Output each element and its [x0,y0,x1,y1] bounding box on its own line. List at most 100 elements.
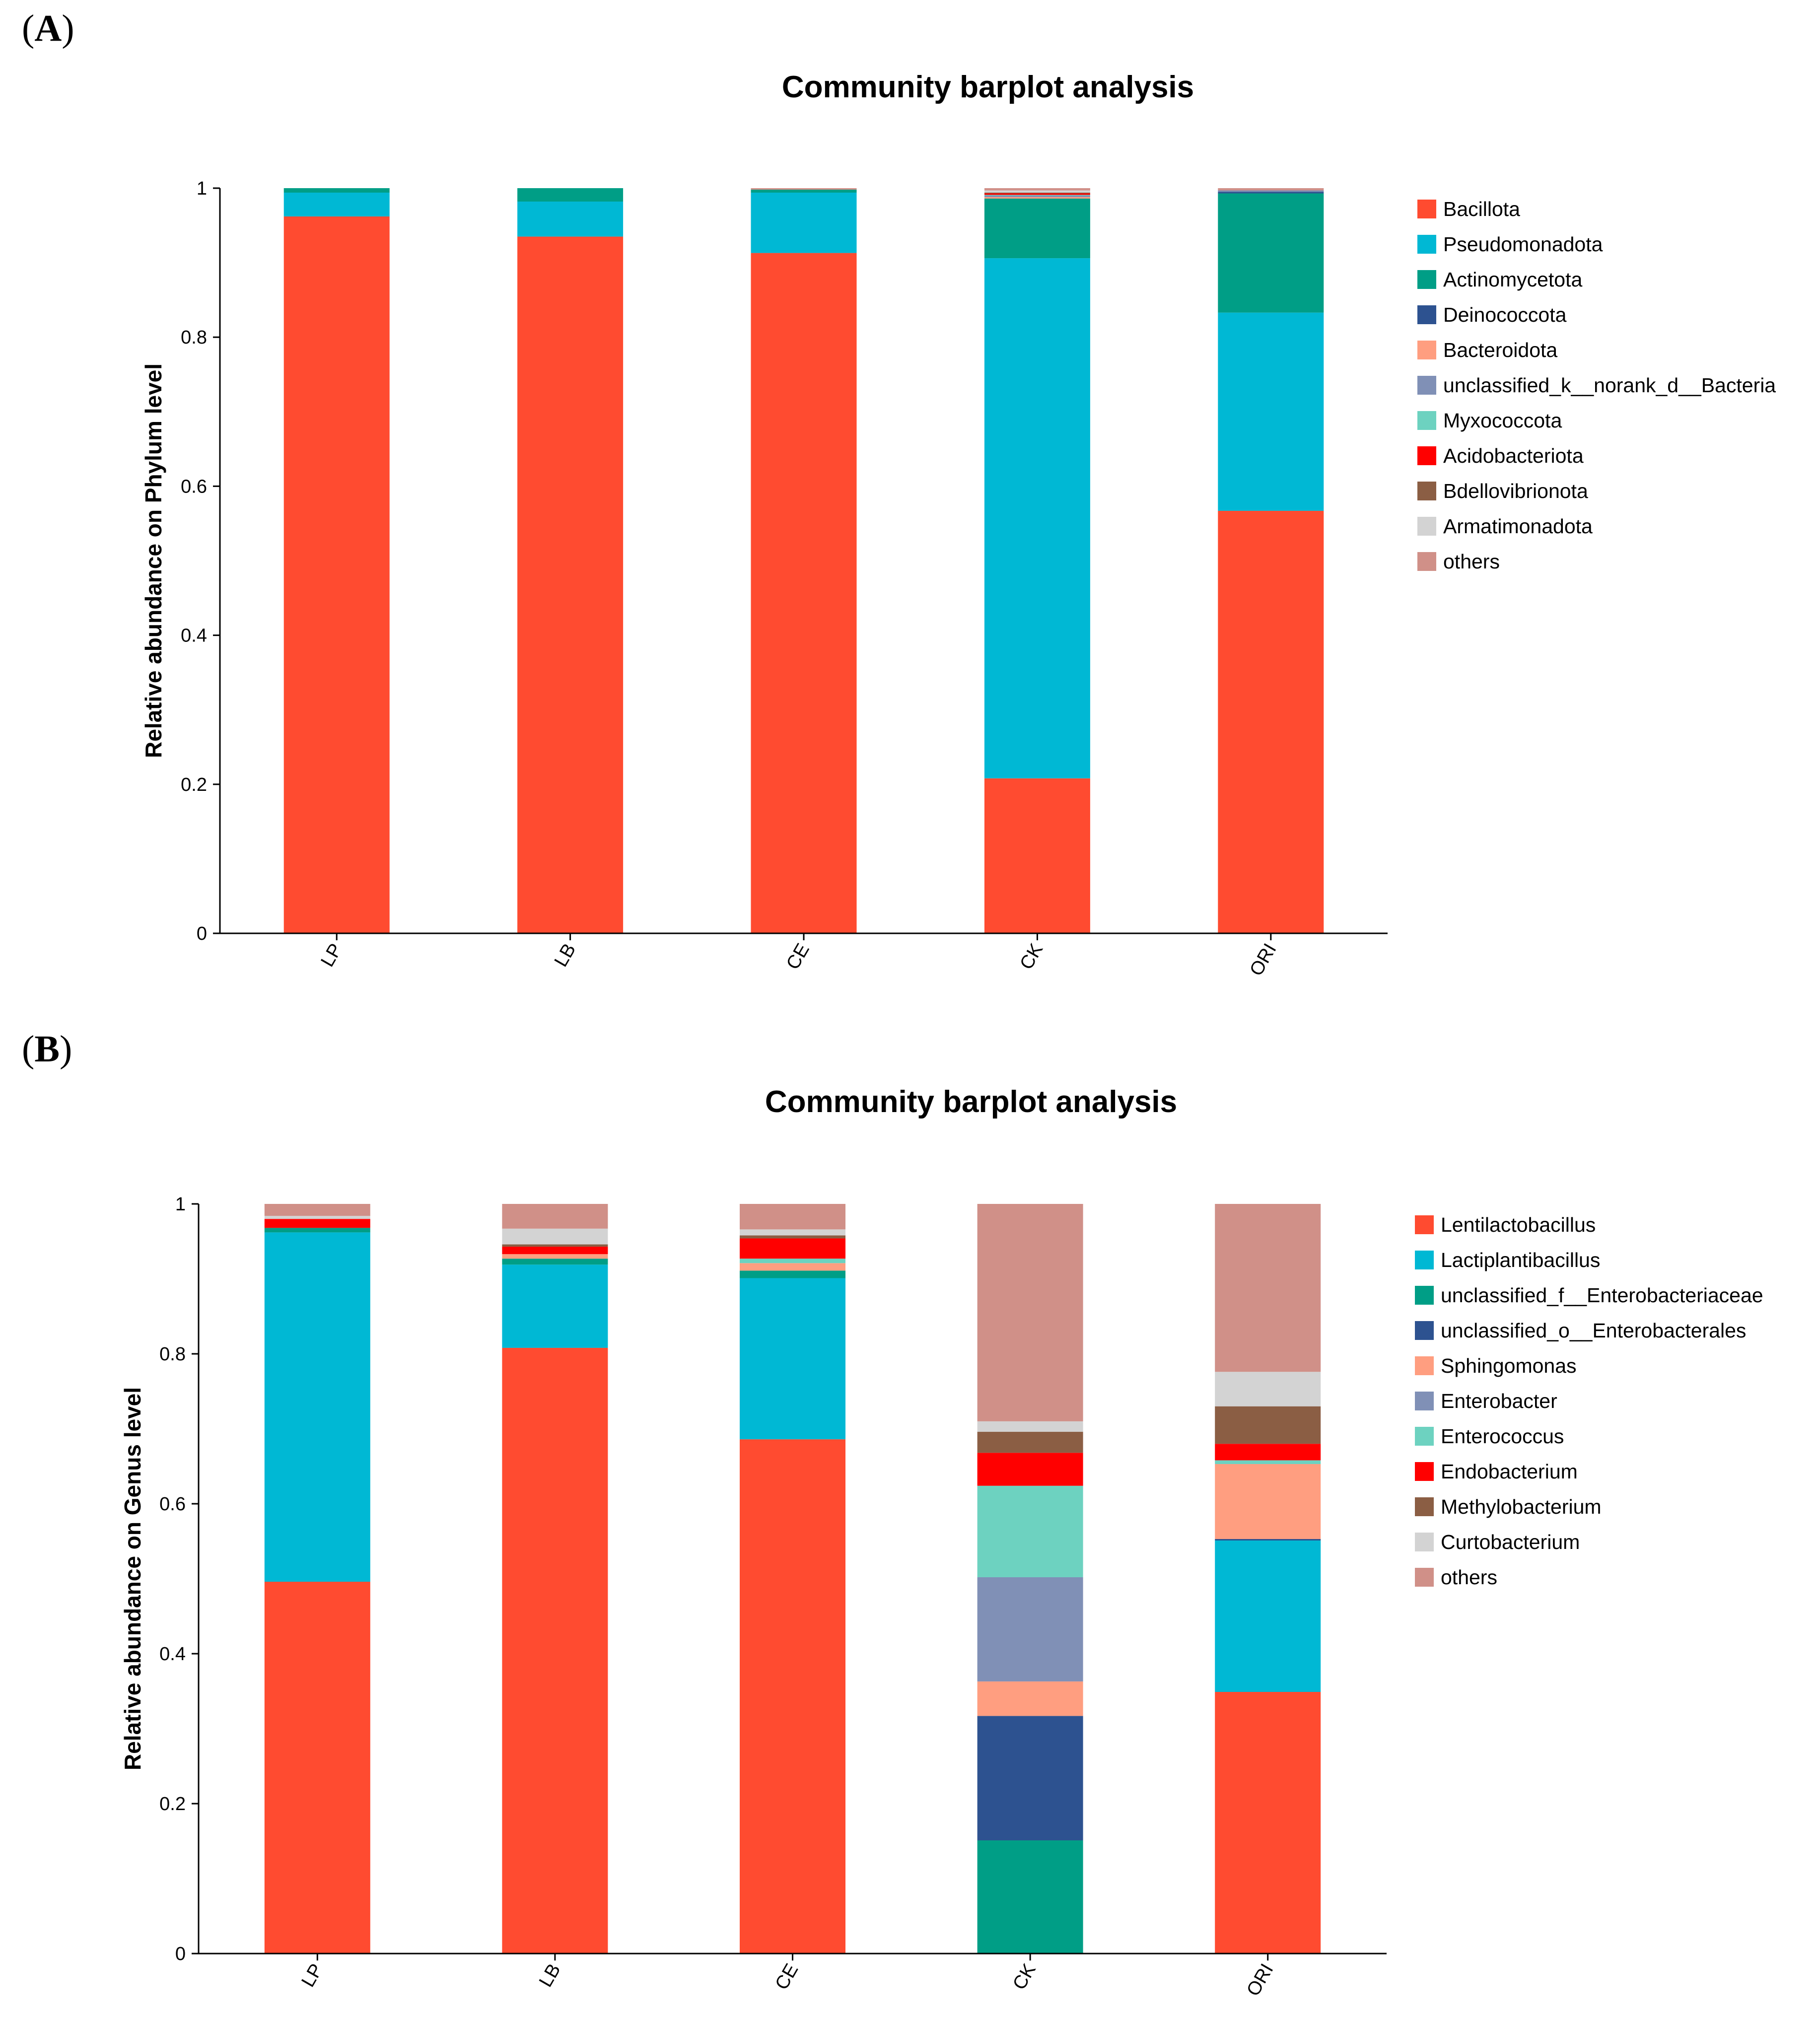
legend-swatch [1415,1568,1434,1587]
y-tick-label: 0.6 [181,476,207,497]
x-tick-label: CE [782,940,814,974]
legend-label: Enterobacter [1441,1390,1557,1412]
legend-swatch [1417,411,1436,430]
bar-segment-ORI-3 [1218,192,1324,194]
bar-segment-LP-0 [283,216,390,934]
bar-segment-CK-4 [984,197,1090,199]
legend-swatch [1415,1533,1434,1551]
bar-segment-CE-1 [751,193,857,253]
y-tick-label: 0.8 [159,1344,186,1365]
legend-swatch [1415,1215,1434,1234]
panel-a: (A) Community barplot analysis Relative a… [0,0,1820,1013]
legend-label: Lactiplantibacillus [1441,1249,1600,1271]
bar-segment-CK-6 [984,195,1090,196]
y-tick-label: 0.2 [181,774,207,795]
legend-label: Armatimonadota [1443,515,1593,538]
bar-segment-CK-6 [977,1485,1083,1577]
legend-label: others [1443,550,1500,573]
bar-segment-LP-1 [264,1232,370,1582]
bar-segment-LP-2 [283,188,390,193]
bar-segment-CK-5 [977,1577,1083,1682]
bar-segment-LP-10 [264,1204,370,1216]
x-tick-label: CK [1009,1961,1040,1994]
legend-label: Curtobacterium [1441,1531,1580,1553]
x-tick-label: LP [317,940,347,971]
bar-segment-CK-3 [977,1716,1083,1840]
chart-title: Community barplot analysis [765,1085,1177,1119]
bar-segment-CK-7 [977,1453,1083,1486]
legend-label: others [1441,1566,1497,1589]
legend-label: Enterococcus [1441,1425,1564,1448]
bar-segment-CK-9 [977,1421,1083,1432]
legend-swatch [1417,482,1436,500]
legend-label: Methylobacterium [1441,1495,1602,1518]
legend-swatch [1417,517,1436,536]
bar-segment-CE-9 [740,1229,845,1236]
y-tick-label: 0.4 [159,1644,186,1665]
legend-swatch [1417,552,1436,571]
legend-swatch [1417,270,1436,289]
bar-segment-CE-10 [740,1204,845,1230]
legend-swatch [1415,1251,1434,1269]
legend-label: unclassified_f__Enterobacteriaceae [1441,1284,1763,1307]
bar-segment-CK-0 [984,778,1090,933]
bar-segment-ORI-9 [1215,1372,1321,1406]
bar-segment-CK-4 [977,1681,1083,1716]
bar-segment-CE-0 [740,1439,845,1954]
bar-segment-ORI-7 [1215,1444,1321,1461]
legend-label: unclassified_o__Enterobacterales [1441,1319,1746,1342]
legend-swatch [1417,376,1436,395]
legend-label: Actinomycetota [1443,268,1582,291]
x-tick-label: LP [297,1961,327,1991]
bar-segment-LB-2 [517,188,624,202]
legend-swatch [1417,446,1436,465]
x-tick-label: CK [1016,940,1047,974]
legend-label: Lentilactobacillus [1441,1213,1596,1236]
bar-segment-ORI-10 [1218,188,1324,191]
genus-barplot: Community barplot analysis Relative abund… [120,1085,1763,2000]
bar-segment-LP-7 [264,1219,370,1228]
legend-swatch [1415,1497,1434,1516]
bar-segment-ORI-10 [1215,1204,1321,1372]
legend-label: Sphingomonas [1441,1354,1577,1377]
legend-label: unclassified_k__norank_d__Bacteria [1443,374,1776,397]
legend-label: Bdellovibrionota [1443,480,1588,502]
bar-segment-CE-8 [740,1235,845,1239]
bar-segment-CE-4 [740,1263,845,1271]
bar-segment-CE-0 [751,253,857,933]
bar-segment-CE-1 [740,1278,845,1440]
bar-segment-CE-2 [751,190,857,193]
bar-segment-CK-7 [984,193,1090,195]
bar-segment-ORI-1 [1218,312,1324,511]
y-tick-label: 0.6 [159,1494,186,1515]
legend-label: Myxococcota [1443,409,1562,432]
legend-label: Bacillota [1443,198,1520,220]
bar-segment-CK-2 [977,1840,1083,1954]
x-tick-label: LB [535,1961,565,1991]
y-tick-label: 0 [197,923,207,944]
bar-segment-CK-9 [984,190,1090,193]
bar-segment-LB-10 [502,1204,608,1229]
x-tick-label: LB [551,940,580,971]
bar-segment-CE-6 [740,1259,845,1263]
bar-segment-CK-8 [977,1432,1083,1453]
panel-label: (A) [22,7,74,49]
y-tick-label: 0 [175,1944,186,1964]
phylum-barplot: Community barplot analysis Relative abund… [140,70,1776,980]
bar-segment-LP-0 [264,1582,370,1954]
bar-segment-ORI-6 [1215,1460,1321,1464]
legend-label: Deinococcota [1443,303,1567,326]
bar-segment-ORI-8 [1215,1406,1321,1444]
y-tick-label: 0.8 [181,327,207,348]
panel-b: (B) Community barplot analysis Relative a… [0,1013,1820,2032]
bar-segment-CK-2 [984,199,1090,259]
legend-label: Endobacterium [1441,1460,1578,1483]
chart-title: Community barplot analysis [782,70,1194,104]
bar-segment-LB-0 [502,1347,608,1954]
legend-label: Pseudomonadota [1443,233,1603,256]
x-tick-label: CE [771,1961,803,1994]
bar-segment-CE-10 [751,188,857,190]
legend-swatch [1415,1427,1434,1446]
bar-segment-ORI-1 [1215,1540,1321,1692]
bar-segment-LB-0 [517,236,624,934]
